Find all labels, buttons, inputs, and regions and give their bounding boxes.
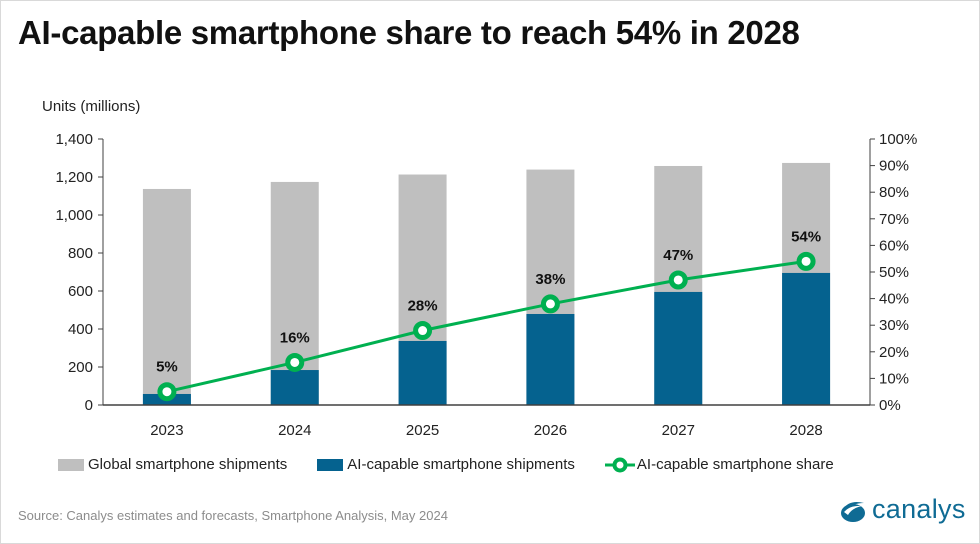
bar-global-shipments: [142, 188, 191, 405]
share-point: [413, 321, 433, 341]
y2-tick-label: 50%: [879, 264, 909, 281]
legend-line-marker-icon: [604, 457, 635, 472]
legend-label-ai-shipments: AI-capable smartphone shipments: [347, 456, 575, 473]
y-tick-label: 1,400: [55, 131, 93, 148]
share-point: [796, 251, 816, 271]
share-point: [540, 294, 560, 314]
x-tick-label: 2026: [534, 422, 567, 439]
y2-tick-label: 70%: [879, 211, 909, 228]
share-data-label: 5%: [156, 359, 178, 376]
legend-item-ai-shipments: AI-capable smartphone shipments: [317, 456, 575, 473]
source-note: Source: Canalys estimates and forecasts,…: [18, 508, 448, 523]
bar-ai-shipments: [654, 291, 703, 405]
y2-tick-label: 30%: [879, 317, 909, 334]
y2-tick-label: 80%: [879, 184, 909, 201]
y-tick-label: 400: [68, 321, 93, 338]
y2-tick-label: 90%: [879, 158, 909, 175]
y-tick-label: 1,000: [55, 207, 93, 224]
legend-swatch-ai-shipments: [317, 458, 344, 471]
share-data-label: 38%: [535, 271, 565, 288]
bar-ai-shipments: [270, 370, 319, 405]
share-line: [166, 259, 807, 394]
y2-tick-label: 0%: [879, 397, 901, 414]
y-tick-label: 0: [85, 397, 93, 414]
legend: Global smartphone shipments AI-capable s…: [58, 456, 864, 473]
logo-text: canalys: [872, 494, 966, 524]
legend-label-global: Global smartphone shipments: [88, 456, 288, 473]
x-tick-label: 2023: [150, 422, 183, 439]
legend-item-global: Global smartphone shipments: [58, 456, 287, 473]
share-data-label: 47%: [663, 247, 693, 264]
x-tick-label: 2028: [789, 422, 822, 439]
share-point: [157, 382, 177, 402]
share-point: [668, 270, 688, 290]
y2-tick-label: 40%: [879, 291, 909, 308]
y2-tick-label: 20%: [879, 344, 909, 361]
canalys-logo-icon: [841, 501, 865, 522]
x-tick-label: 2025: [406, 422, 439, 439]
share-point: [285, 352, 305, 372]
share-data-label: 16%: [280, 329, 310, 346]
canalys-logo: canalys: [838, 494, 966, 525]
x-tick-label: 2027: [662, 422, 695, 439]
legend-item-ai-share: AI-capable smartphone share: [604, 456, 834, 473]
y-tick-label: 800: [68, 245, 93, 262]
y2-tick-label: 10%: [879, 370, 909, 387]
legend-label-ai-share: AI-capable smartphone share: [636, 456, 834, 473]
y2-tick-label: 100%: [879, 131, 917, 148]
bar-ai-shipments: [782, 272, 831, 405]
y-tick-label: 1,200: [55, 169, 93, 186]
y-tick-label: 600: [68, 283, 93, 300]
share-data-label: 28%: [408, 298, 438, 315]
legend-swatch-global: [58, 458, 84, 471]
bar-ai-shipments: [526, 313, 575, 405]
y2-tick-label: 60%: [879, 237, 909, 254]
bar-ai-shipments: [398, 340, 447, 405]
y-tick-label: 200: [68, 359, 93, 376]
chart-title: AI-capable smartphone share to reach 54%…: [18, 14, 800, 51]
x-tick-label: 2024: [278, 422, 311, 439]
share-data-label: 54%: [791, 228, 821, 245]
y-axis-label: Units (millions): [42, 98, 141, 115]
